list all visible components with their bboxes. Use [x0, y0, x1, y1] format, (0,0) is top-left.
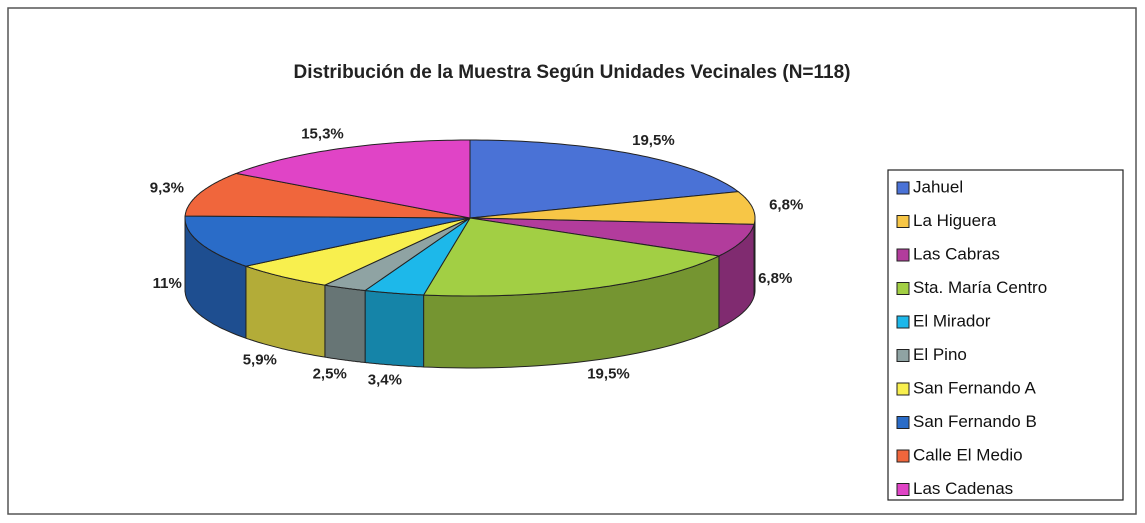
legend-swatch — [896, 449, 910, 463]
data-label: 9,3% — [150, 180, 184, 197]
legend-label: San Fernando A — [913, 378, 1037, 397]
legend-swatch — [896, 416, 910, 429]
legend-swatch — [896, 382, 910, 396]
slice — [363, 217, 471, 296]
slice — [469, 191, 756, 225]
slice — [234, 139, 471, 219]
legend-swatch — [896, 315, 910, 329]
slice-side — [324, 284, 366, 364]
data-label: 15,3% — [301, 126, 344, 143]
legend-label: El Mirador — [913, 311, 991, 330]
data-label: 11% — [153, 275, 182, 292]
legend-swatch — [896, 483, 910, 496]
legend-swatch — [896, 181, 910, 195]
slice-side — [364, 289, 425, 368]
legend-box — [887, 169, 1124, 501]
legend-label: Sta. María Centro — [913, 278, 1047, 297]
legend-label: Calle El Medio — [913, 445, 1023, 464]
data-label: 6,8% — [758, 270, 792, 287]
legend-swatch — [896, 215, 910, 228]
legend-label: El Pino — [913, 345, 967, 364]
legend-swatch — [896, 282, 910, 295]
legend-label: San Fernando B — [913, 412, 1037, 431]
slice — [469, 217, 755, 257]
slice — [469, 139, 740, 219]
legend-label: Las Cabras — [913, 244, 1000, 263]
chart-title: Distribución de la Muestra Según Unidade… — [294, 62, 851, 83]
slice — [184, 215, 471, 267]
slice — [422, 217, 721, 297]
slice — [244, 217, 471, 286]
data-label: 19,5% — [587, 366, 630, 383]
slice — [184, 172, 471, 219]
legend-label: La Higuera — [913, 211, 997, 230]
data-label: 19,5% — [632, 132, 675, 149]
data-label: 2,5% — [313, 365, 347, 382]
legend-swatch — [896, 349, 910, 362]
data-label: 6,8% — [769, 197, 803, 214]
legend-swatch — [896, 248, 910, 262]
legend-label: Jahuel — [913, 177, 963, 196]
legend-label: Las Cadenas — [913, 479, 1013, 498]
slice — [323, 217, 471, 292]
data-label: 5,9% — [243, 352, 277, 369]
data-label: 3,4% — [368, 372, 402, 389]
